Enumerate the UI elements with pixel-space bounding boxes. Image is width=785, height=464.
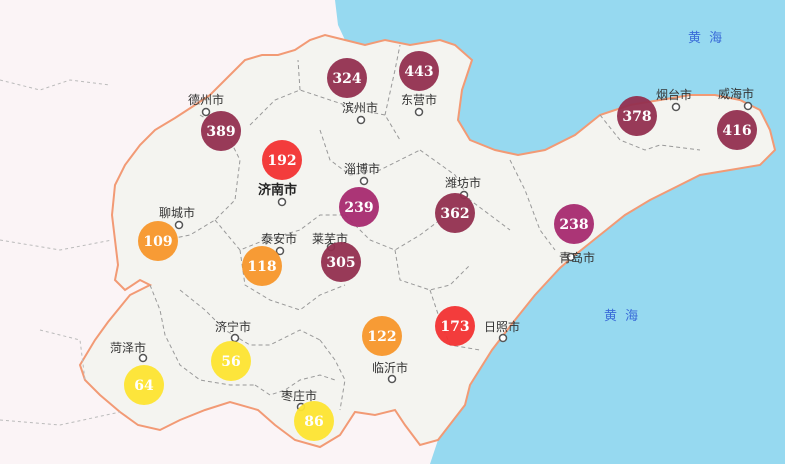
city-dot-qingdao[interactable]	[566, 252, 576, 262]
aqi-bubble-dongying[interactable]: 443	[399, 51, 439, 91]
city-dot-rizhao[interactable]	[498, 333, 508, 343]
city-label-qingdao: 青岛市	[559, 250, 595, 265]
aqi-bubble-liaocheng[interactable]: 109	[138, 221, 178, 261]
city-label-jinan: 济南市	[258, 182, 297, 198]
city-dot-heze[interactable]	[138, 353, 148, 363]
aqi-bubble-binzhou[interactable]: 324	[327, 58, 367, 98]
aqi-bubble-heze[interactable]: 64	[124, 365, 164, 405]
city-dot-jining[interactable]	[230, 333, 240, 343]
aqi-bubble-circle-weifang[interactable]	[435, 193, 475, 233]
city-label-taian: 泰安市	[261, 231, 297, 246]
aqi-bubble-zibo[interactable]: 239	[339, 187, 379, 227]
aqi-bubble-circle-jining[interactable]	[211, 341, 251, 381]
city-label-dongying: 东营市	[401, 92, 437, 107]
aqi-value-binzhou: 324	[332, 71, 361, 87]
aqi-value-zaozhuang: 86	[304, 414, 323, 430]
city-dot-dongying[interactable]	[414, 107, 424, 117]
aqi-bubble-linyi[interactable]: 122	[362, 316, 402, 356]
aqi-value-yantai: 378	[622, 109, 651, 125]
aqi-bubble-circle-rizhao[interactable]	[435, 306, 475, 346]
aqi-bubble-circle-qingdao[interactable]	[554, 204, 594, 244]
aqi-bubble-laiwu[interactable]: 305	[321, 242, 361, 282]
city-label-yantai: 烟台市	[656, 87, 692, 102]
city-label-zaozhuang: 枣庄市	[281, 388, 317, 403]
city-label-weihai: 威海市	[718, 86, 754, 101]
aqi-value-weifang: 362	[440, 206, 469, 222]
aqi-bubble-circle-liaocheng[interactable]	[138, 221, 178, 261]
aqi-bubble-circle-linyi[interactable]	[362, 316, 402, 356]
aqi-bubble-circle-zibo[interactable]	[339, 187, 379, 227]
aqi-bubble-rizhao[interactable]: 173	[435, 306, 475, 346]
city-label-linyi: 临沂市	[372, 360, 408, 375]
aqi-value-dezhou: 389	[206, 124, 235, 140]
aqi-bubble-circle-laiwu[interactable]	[321, 242, 361, 282]
aqi-value-dongying: 443	[404, 64, 433, 80]
aqi-value-rizhao: 173	[440, 319, 469, 335]
city-label-binzhou: 滨州市	[342, 100, 378, 115]
aqi-value-jinan: 192	[267, 153, 296, 169]
aqi-bubble-circle-weihai[interactable]	[717, 110, 757, 150]
aqi-value-taian: 118	[247, 259, 276, 275]
city-label-heze: 菏泽市	[110, 340, 146, 355]
aqi-bubble-circle-dezhou[interactable]	[201, 111, 241, 151]
aqi-value-zibo: 239	[344, 200, 373, 216]
city-dot-liaocheng[interactable]	[174, 220, 184, 230]
city-dot-yantai[interactable]	[671, 102, 681, 112]
city-label-zibo: 淄博市	[344, 161, 380, 176]
sea-label-south: 黄 海	[604, 309, 640, 324]
aqi-bubble-qingdao[interactable]: 238	[554, 204, 594, 244]
city-dot-zibo[interactable]	[359, 176, 369, 186]
city-label-dezhou: 德州市	[188, 92, 224, 107]
aqi-bubble-taian[interactable]: 118	[242, 246, 282, 286]
neighbor-boundaries	[0, 79, 121, 426]
aqi-bubble-zaozhuang[interactable]: 86	[294, 401, 334, 441]
aqi-value-heze: 64	[134, 378, 154, 394]
aqi-value-laiwu: 305	[326, 255, 355, 271]
aqi-bubble-circle-zaozhuang[interactable]	[294, 401, 334, 441]
city-dot-binzhou[interactable]	[356, 115, 366, 125]
city-dot-jinan[interactable]	[277, 197, 287, 207]
aqi-bubble-circle-dongying[interactable]	[399, 51, 439, 91]
aqi-value-qingdao: 238	[559, 217, 588, 233]
city-dot-dezhou[interactable]	[201, 107, 211, 117]
aqi-bubble-weihai[interactable]: 416	[717, 110, 757, 150]
aqi-value-weihai: 416	[722, 123, 751, 139]
sea-label-north: 黄 海	[688, 31, 724, 46]
aqi-bubble-dezhou[interactable]: 389	[201, 111, 241, 151]
aqi-value-jining: 56	[221, 354, 240, 370]
city-label-liaocheng: 聊城市	[159, 205, 195, 220]
aqi-value-linyi: 122	[367, 329, 396, 345]
city-label-jining: 济宁市	[215, 319, 251, 334]
aqi-bubble-circle-heze[interactable]	[124, 365, 164, 405]
city-label-weifang: 潍坊市	[445, 175, 481, 190]
province-land	[78, 33, 777, 449]
city-dot-taian[interactable]	[275, 246, 285, 256]
prefecture-boundaries	[149, 44, 701, 411]
aqi-bubble-jinan[interactable]: 192	[262, 140, 302, 180]
city-dot-linyi[interactable]	[387, 374, 397, 384]
aqi-bubble-circle-taian[interactable]	[242, 246, 282, 286]
aqi-bubble-circle-binzhou[interactable]	[327, 58, 367, 98]
aqi-bubble-weifang[interactable]: 362	[435, 193, 475, 233]
aqi-bubble-yantai[interactable]: 378	[617, 96, 657, 136]
sea-area	[335, 0, 785, 464]
aqi-bubble-circle-yantai[interactable]	[617, 96, 657, 136]
aqi-bubble-circle-jinan[interactable]	[262, 140, 302, 180]
city-label-rizhao: 日照市	[484, 319, 520, 334]
city-dot-weihai[interactable]	[743, 101, 753, 111]
aqi-bubble-jining[interactable]: 56	[211, 341, 251, 381]
aqi-value-liaocheng: 109	[143, 234, 172, 250]
